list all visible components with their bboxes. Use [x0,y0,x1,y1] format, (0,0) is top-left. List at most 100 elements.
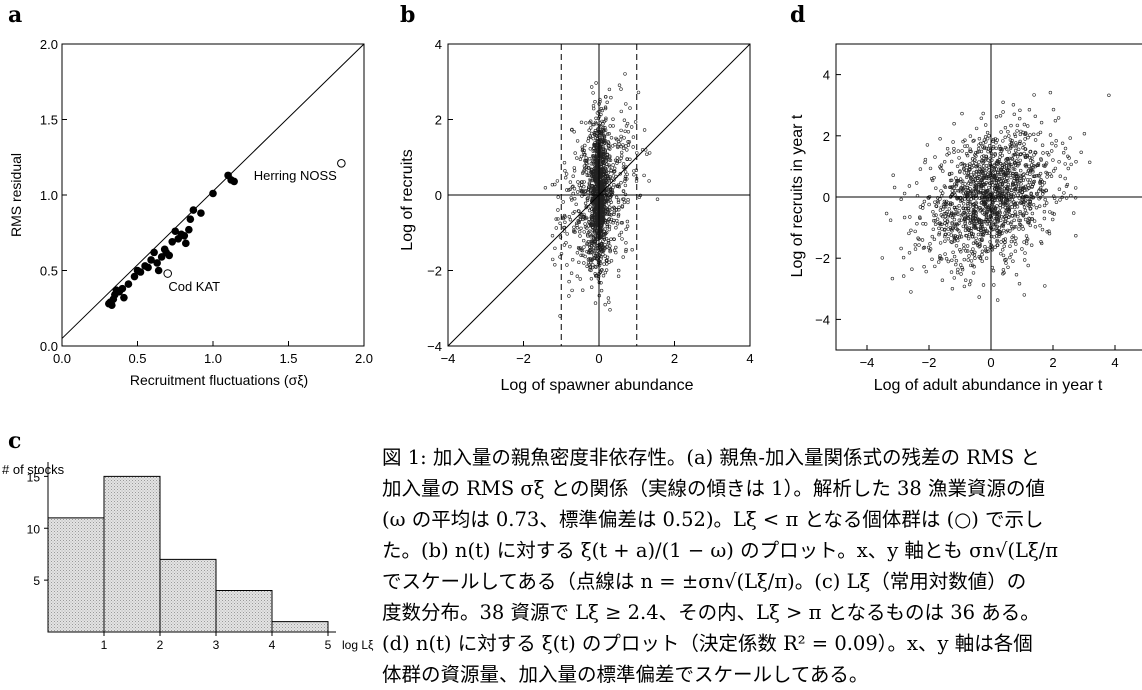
panel-d-point [965,185,970,190]
panel-d-point [991,205,996,209]
panel-b-point [591,228,595,233]
panel-b-point [605,255,610,259]
panel-b-point [575,274,579,278]
panel-d-point [991,139,995,144]
panel-d-point [977,295,981,299]
panel-a-scatter: a 0.00.0 0.5 0.5 1.0 1.0 1.5 1.5 2.0 2.0 Herring… [8,2,373,388]
panel-d-point [891,173,895,177]
panel-b-point [572,130,576,134]
panel-b-point [589,277,594,281]
panel-a-open-point [337,158,346,168]
panel-d-point [973,214,978,219]
panel-d-point [1036,132,1040,136]
panel-d-point [949,270,954,274]
panel-d-point [986,174,991,179]
panel-d-point [999,168,1004,172]
panel-b-point [554,217,558,221]
panel-b-point [594,246,598,251]
panel-b-point [584,121,588,125]
panel-d-point [958,248,962,252]
panel-d-point [952,254,957,259]
panel-d-point [997,144,1002,149]
panel-d-point [1062,191,1066,195]
panel-d-point [937,232,941,237]
panel-d-point [984,164,989,168]
panel-b-point [563,169,567,173]
panel-b-point [590,216,594,220]
panel-b-point [588,179,592,183]
panel-d-point [927,202,931,207]
panel-d-point [981,177,985,181]
panel-b-point [607,217,611,221]
panel-b-point [600,162,604,167]
panel-b-point [583,143,587,148]
panel-b-point [607,202,611,206]
panel-d-point [1001,189,1005,194]
panel-b-point [600,144,604,149]
panel-b-point [607,300,611,304]
panel-b-point [569,271,574,275]
panel-d-point [940,222,944,227]
panel-b-point [623,177,627,181]
panel-b-point [637,195,641,200]
panel-d-point [980,155,984,159]
panel-b-point [590,178,594,183]
panel-d-point [884,211,889,216]
panel-d-point [962,189,966,193]
panel-d-point [968,221,972,225]
panel-d-point [1028,150,1032,154]
panel-b-point [586,190,590,195]
panel-d-point [1007,206,1012,210]
panel-b-point [622,118,627,122]
panel-d-point [981,167,985,172]
panel-b-point [591,104,596,108]
panel-b-point [572,225,576,230]
panel-b-point [603,242,607,247]
panel-d-point [1029,243,1034,247]
panel-d-x-tick-label: 2 [1049,355,1056,370]
panel-b-point [616,198,621,202]
panel-b-point [583,152,587,157]
panel-d-point [981,111,985,116]
panel-d-point [949,240,953,244]
panel-d-point [1022,205,1027,209]
panel-b-point [619,128,623,133]
panel-b-point [616,274,621,278]
panel-d-point [1017,282,1022,286]
panel-d-point [967,254,971,258]
panel-d-point [972,164,976,168]
panel-d-point [1003,240,1007,245]
panel-b-point [582,214,586,219]
panel-b-point [636,90,641,95]
panel-d-point [1022,258,1027,262]
panel-d-point [939,163,944,167]
panel-d-point [920,238,925,242]
panel-b-point [626,198,630,202]
panel-b-point [594,205,599,210]
panel-d-letter: d [790,2,805,28]
panel-d-point [962,243,966,247]
panel-d-point [972,184,977,188]
panel-d-point [1007,160,1011,164]
panel-d-point [1042,203,1047,208]
panel-d-point [918,167,923,171]
panel-d-point [1000,215,1004,219]
panel-c-y-tick-label: 5 [33,574,40,588]
panel-d-point [951,250,955,255]
panel-a-x-tick-label: 0.0 [53,351,71,366]
panel-d-point [1021,212,1026,216]
panel-b-point [601,138,605,142]
panel-b-point [624,247,628,252]
panel-b-point [610,190,615,194]
panel-d-point [975,221,979,226]
panel-d-point [964,249,968,253]
panel-d-point [1021,185,1026,190]
panel-d-point [939,166,943,171]
panel-d-point [998,155,1002,159]
panel-b-point [619,181,623,185]
panel-c-letter: c [8,428,21,454]
panel-b-point [594,131,598,135]
panel-b-point [594,143,599,147]
panel-d-point [980,233,985,237]
panel-d-point [970,157,975,161]
